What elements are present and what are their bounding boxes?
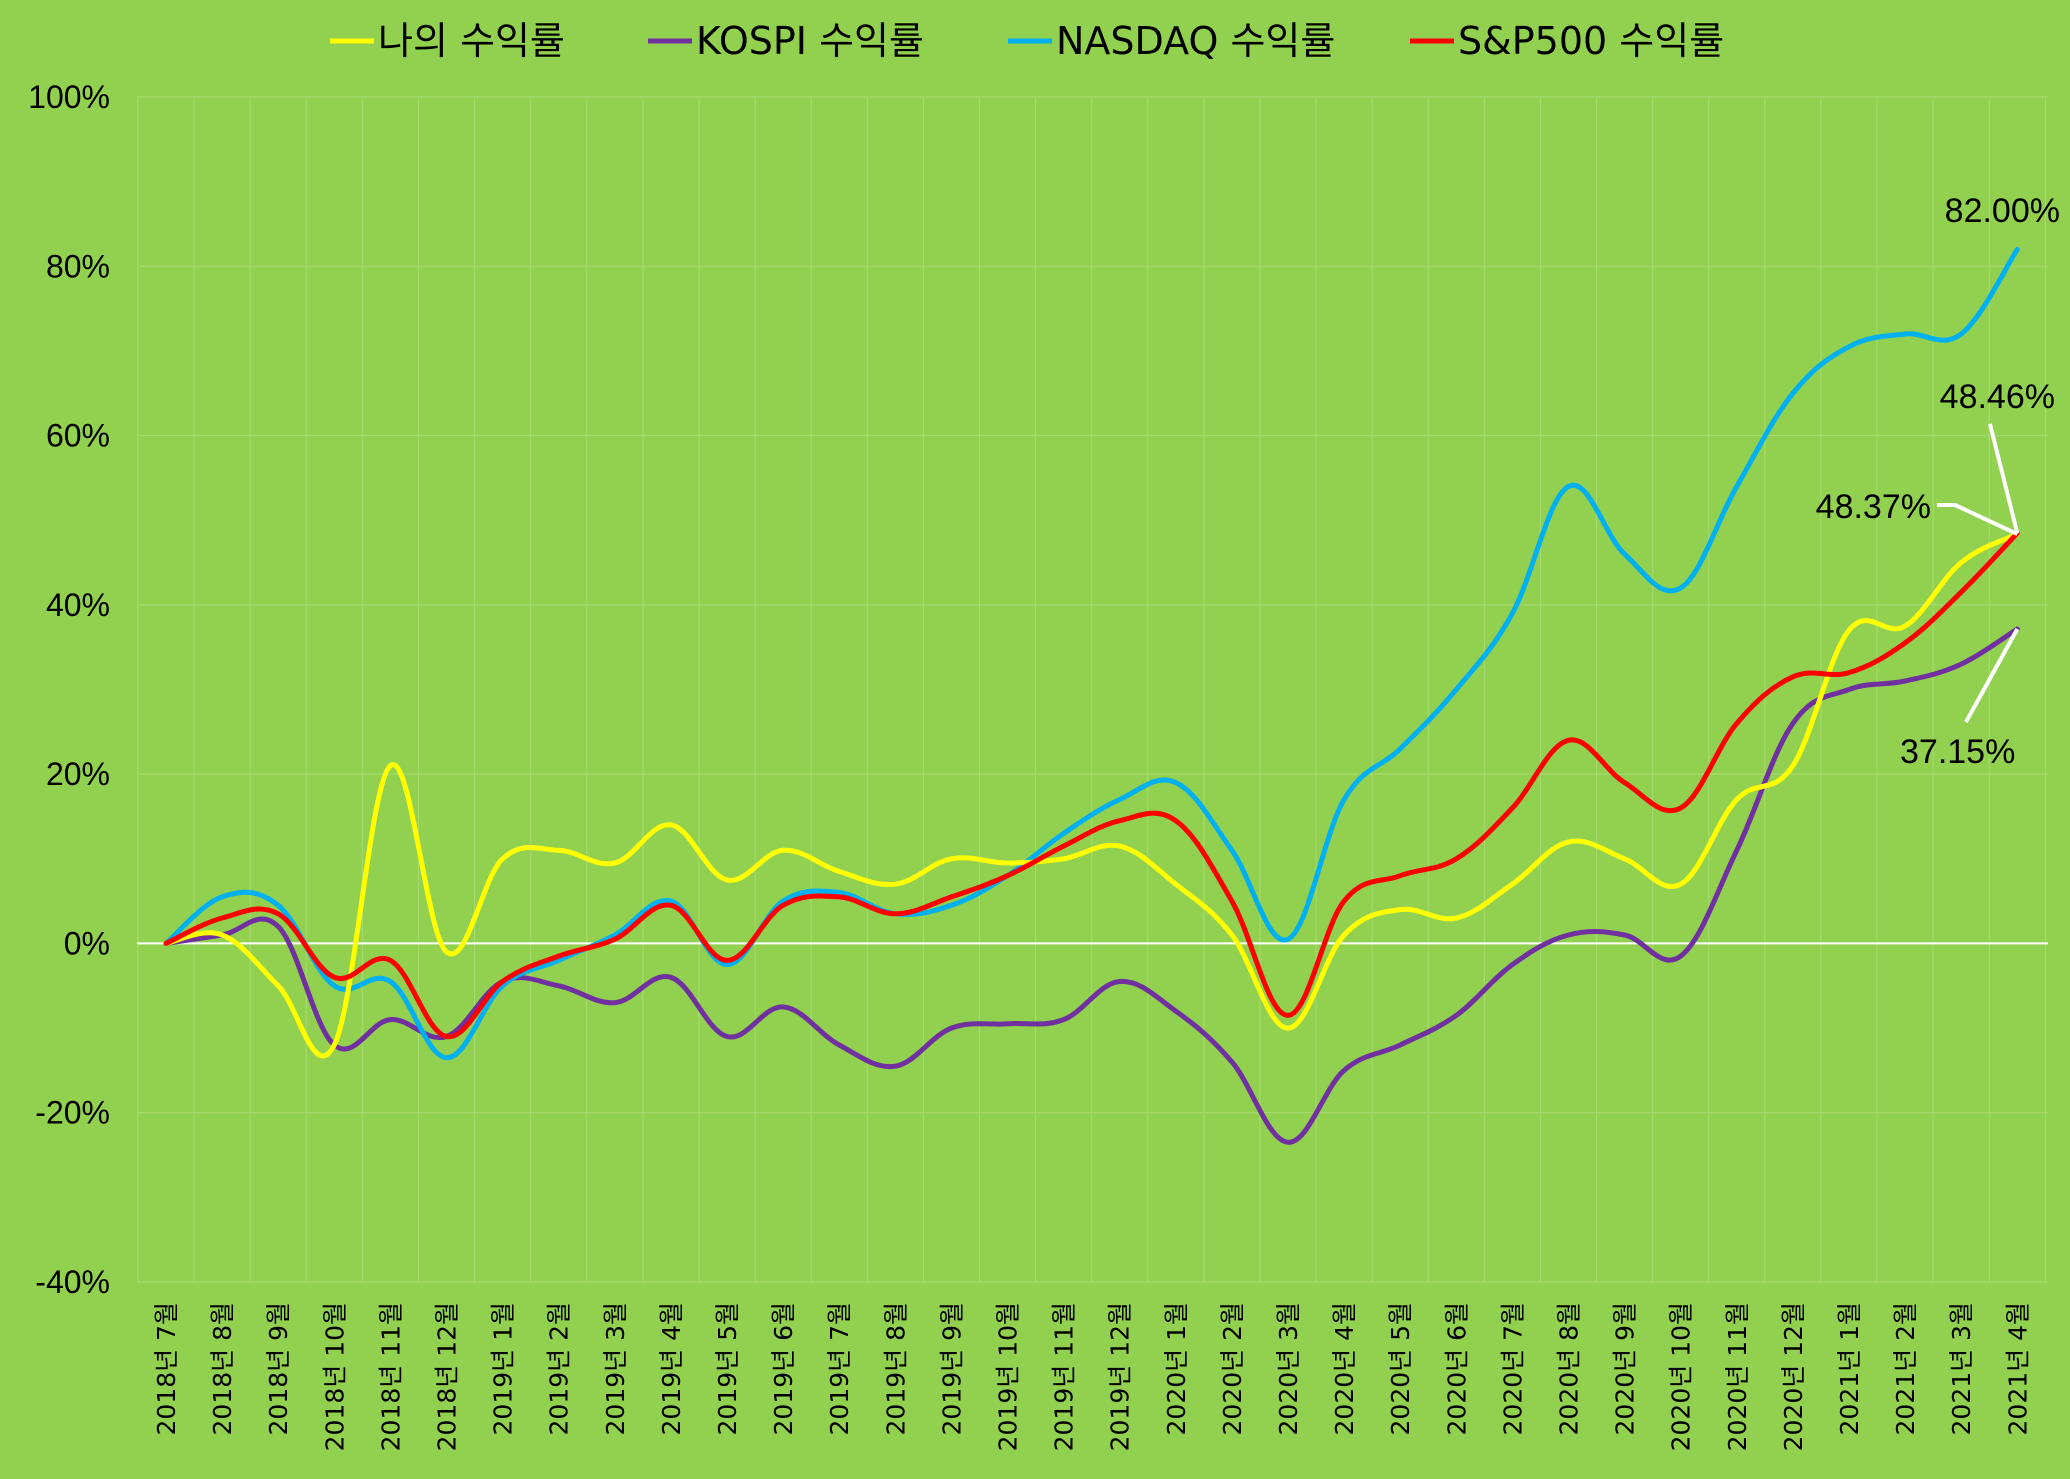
data-labels: 82.00% 48.46% 48.37% 37.15%	[1816, 192, 2060, 771]
y-tick-label: 40%	[46, 587, 110, 623]
x-tick-label: 2020년 5월	[1386, 1302, 1415, 1435]
y-tick-label: 80%	[46, 248, 110, 284]
x-tick-label: 2018년 9월	[264, 1302, 293, 1435]
y-tick-label: 100%	[28, 79, 110, 115]
x-tick-label: 2019년 10월	[994, 1302, 1023, 1451]
x-tick-label: 2020년 3월	[1274, 1302, 1303, 1435]
x-tick-label: 2019년 4월	[657, 1302, 686, 1435]
legend: 나의 수익률 KOSPI 수익률 NASDAQ 수익률 S&P500 수익률	[330, 19, 1724, 63]
x-tick-label: 2020년 6월	[1442, 1302, 1471, 1435]
x-tick-label: 2019년 11월	[1050, 1302, 1079, 1451]
data-label-kospi-end: 37.15%	[1900, 733, 2015, 771]
x-tick-label: 2018년 7월	[152, 1302, 181, 1435]
leader-line-my-return	[1937, 503, 2019, 536]
x-tick-label: 2020년 7월	[1498, 1302, 1527, 1435]
x-tick-label: 2020년 12월	[1779, 1302, 1808, 1451]
axes: -40% -20% 0% 20% 40% 60% 80% 100% 2018년 7월 2018년 …	[28, 79, 2032, 1451]
x-tick-label: 2018년 10월	[320, 1302, 349, 1451]
x-tick-label: 2019년 6월	[769, 1302, 798, 1435]
y-tick-label: 20%	[46, 756, 110, 792]
gridlines	[137, 96, 2048, 1283]
y-tick-label: 0%	[64, 925, 110, 961]
x-tick-label: 2019년 2월	[545, 1302, 574, 1435]
legend-label: S&P500 수익률	[1458, 19, 1724, 63]
legend-entry-my-return: 나의 수익률	[330, 19, 565, 63]
legend-label: KOSPI 수익률	[696, 19, 924, 63]
x-tick-label: 2019년 3월	[601, 1302, 630, 1435]
legend-entry-sp500: S&P500 수익률	[1410, 19, 1724, 63]
x-tick-label: 2019년 8월	[881, 1302, 910, 1435]
x-tick-label: 2020년 8월	[1555, 1302, 1584, 1435]
data-label-sp500-end: 48.46%	[1940, 378, 2055, 416]
series-line-sp500	[163, 530, 2020, 1040]
x-tick-label: 2018년 12월	[433, 1302, 462, 1451]
legend-label: NASDAQ 수익률	[1056, 19, 1335, 63]
x-tick-label: 2020년 10월	[1667, 1302, 1696, 1451]
y-tick-label: -40%	[35, 1264, 110, 1300]
x-tick-label: 2018년 11월	[376, 1302, 405, 1451]
legend-label: 나의 수익률	[378, 19, 565, 63]
x-tick-label: 2018년 8월	[208, 1302, 237, 1435]
data-label-my-return-end: 48.37%	[1816, 488, 1931, 526]
x-tick-label: 2021년 4월	[2003, 1302, 2032, 1435]
x-tick-label: 2019년 7월	[825, 1302, 854, 1435]
x-tick-label: 2020년 9월	[1611, 1302, 1640, 1435]
legend-entry-nasdaq: NASDAQ 수익률	[1008, 19, 1335, 63]
x-tick-label: 2021년 2월	[1891, 1302, 1920, 1435]
y-tick-label: 60%	[46, 418, 110, 454]
legend-entry-kospi: KOSPI 수익률	[648, 19, 924, 63]
x-tick-label: 2019년 9월	[937, 1302, 966, 1435]
x-tick-label: 2020년 2월	[1218, 1302, 1247, 1435]
x-tick-label: 2020년 1월	[1162, 1302, 1191, 1435]
data-label-nasdaq-end: 82.00%	[1945, 192, 2060, 230]
leader-line-sp500	[1988, 423, 2020, 534]
series-line-kospi	[163, 626, 2020, 1145]
series-line-nasdaq	[163, 246, 2020, 1061]
x-tick-label: 2021년 3월	[1947, 1302, 1976, 1435]
x-tick-label: 2020년 11월	[1723, 1302, 1752, 1451]
series-line-my-return	[163, 531, 2020, 1059]
leader-line-kospi	[1964, 628, 2020, 723]
x-tick-label: 2019년 12월	[1106, 1302, 1135, 1451]
series-lines	[163, 246, 2020, 1145]
x-tick-label: 2020년 4월	[1330, 1302, 1359, 1435]
y-tick-label: -20%	[35, 1095, 110, 1131]
x-tick-label: 2021년 1월	[1835, 1302, 1864, 1435]
x-tick-label: 2019년 1월	[489, 1302, 518, 1435]
x-tick-label: 2019년 5월	[713, 1302, 742, 1435]
